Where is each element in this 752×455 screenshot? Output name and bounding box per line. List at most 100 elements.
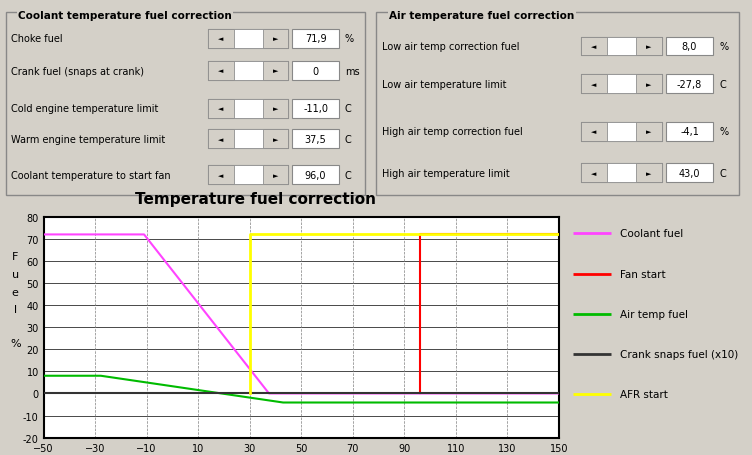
Text: ◄: ◄ [218, 68, 223, 75]
FancyBboxPatch shape [208, 30, 234, 49]
Text: %: % [344, 34, 354, 44]
Text: Air temp fuel: Air temp fuel [620, 309, 688, 319]
FancyBboxPatch shape [292, 100, 339, 119]
Text: Low air temp correction fuel: Low air temp correction fuel [382, 42, 520, 52]
FancyBboxPatch shape [636, 122, 662, 142]
Text: C: C [344, 134, 351, 144]
FancyBboxPatch shape [234, 62, 262, 81]
FancyBboxPatch shape [636, 37, 662, 56]
Text: Coolant temperature fuel correction: Coolant temperature fuel correction [18, 11, 232, 20]
Text: ►: ► [273, 172, 278, 178]
Text: ◄: ◄ [591, 170, 596, 177]
Text: ◄: ◄ [218, 36, 223, 42]
Text: Choke fuel: Choke fuel [11, 34, 62, 44]
Text: e: e [12, 287, 19, 297]
Text: ◄: ◄ [591, 81, 596, 88]
Text: Air temperature fuel correction: Air temperature fuel correction [390, 11, 575, 20]
FancyBboxPatch shape [581, 75, 607, 94]
FancyBboxPatch shape [292, 30, 339, 49]
FancyBboxPatch shape [581, 122, 607, 142]
FancyBboxPatch shape [292, 130, 339, 149]
Text: High air temp correction fuel: High air temp correction fuel [382, 127, 523, 137]
Text: AFR start: AFR start [620, 389, 668, 399]
Text: Low air temperature limit: Low air temperature limit [382, 80, 506, 90]
FancyBboxPatch shape [636, 75, 662, 94]
FancyBboxPatch shape [581, 164, 607, 183]
Text: F: F [12, 252, 19, 262]
FancyBboxPatch shape [666, 75, 714, 94]
Text: Cold engine temperature limit: Cold engine temperature limit [11, 104, 159, 114]
FancyBboxPatch shape [262, 62, 288, 81]
FancyBboxPatch shape [208, 62, 288, 81]
FancyBboxPatch shape [581, 75, 662, 94]
Text: ◄: ◄ [218, 136, 223, 142]
FancyBboxPatch shape [208, 130, 288, 149]
FancyBboxPatch shape [607, 164, 636, 183]
FancyBboxPatch shape [666, 122, 714, 142]
Text: C: C [344, 170, 351, 180]
FancyBboxPatch shape [607, 37, 636, 56]
Text: 96,0: 96,0 [305, 170, 326, 180]
Text: ►: ► [273, 136, 278, 142]
Text: ►: ► [273, 36, 278, 42]
FancyBboxPatch shape [666, 164, 714, 183]
Text: -11,0: -11,0 [303, 104, 328, 114]
Text: 71,9: 71,9 [305, 34, 326, 44]
Text: u: u [12, 269, 19, 279]
FancyBboxPatch shape [292, 62, 339, 81]
Text: ►: ► [646, 81, 652, 88]
FancyBboxPatch shape [208, 166, 288, 185]
FancyBboxPatch shape [376, 13, 739, 196]
FancyBboxPatch shape [208, 30, 288, 49]
Text: Crank fuel (snaps at crank): Crank fuel (snaps at crank) [11, 66, 144, 76]
FancyBboxPatch shape [234, 100, 262, 119]
Text: High air temperature limit: High air temperature limit [382, 168, 510, 178]
FancyBboxPatch shape [581, 37, 662, 56]
Text: ►: ► [646, 44, 652, 50]
Text: C: C [719, 80, 726, 90]
Text: ◄: ◄ [218, 106, 223, 112]
Text: %: % [719, 127, 728, 137]
FancyBboxPatch shape [5, 13, 365, 196]
Text: %: % [10, 338, 20, 348]
FancyBboxPatch shape [208, 100, 234, 119]
Text: ◄: ◄ [591, 44, 596, 50]
Text: -4,1: -4,1 [680, 127, 699, 137]
FancyBboxPatch shape [607, 122, 636, 142]
FancyBboxPatch shape [234, 130, 262, 149]
Text: ◄: ◄ [218, 172, 223, 178]
FancyBboxPatch shape [581, 122, 662, 142]
Text: ►: ► [273, 68, 278, 75]
FancyBboxPatch shape [262, 130, 288, 149]
FancyBboxPatch shape [581, 37, 607, 56]
Text: %: % [719, 42, 728, 52]
Text: Coolant fuel: Coolant fuel [620, 229, 683, 239]
FancyBboxPatch shape [262, 100, 288, 119]
Text: Fan start: Fan start [620, 269, 666, 279]
FancyBboxPatch shape [208, 100, 288, 119]
FancyBboxPatch shape [636, 164, 662, 183]
Text: 8,0: 8,0 [682, 42, 697, 52]
FancyBboxPatch shape [208, 130, 234, 149]
Text: ►: ► [273, 106, 278, 112]
Text: ►: ► [646, 129, 652, 135]
Text: Crank snaps fuel (x10): Crank snaps fuel (x10) [620, 349, 738, 359]
Text: Temperature fuel correction: Temperature fuel correction [135, 192, 376, 207]
FancyBboxPatch shape [208, 62, 234, 81]
Text: C: C [719, 168, 726, 178]
FancyBboxPatch shape [292, 166, 339, 185]
Text: l: l [14, 305, 17, 315]
Text: ◄: ◄ [591, 129, 596, 135]
Text: Coolant temperature to start fan: Coolant temperature to start fan [11, 170, 171, 180]
FancyBboxPatch shape [234, 166, 262, 185]
Text: C: C [344, 104, 351, 114]
Text: -27,8: -27,8 [677, 80, 702, 90]
FancyBboxPatch shape [208, 166, 234, 185]
FancyBboxPatch shape [262, 166, 288, 185]
Text: ms: ms [344, 66, 359, 76]
FancyBboxPatch shape [581, 164, 662, 183]
Text: 0: 0 [313, 66, 319, 76]
FancyBboxPatch shape [607, 75, 636, 94]
Text: 37,5: 37,5 [305, 134, 326, 144]
FancyBboxPatch shape [262, 30, 288, 49]
